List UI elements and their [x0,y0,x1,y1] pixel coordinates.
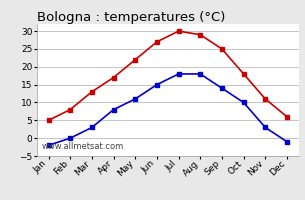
Text: Bologna : temperatures (°C): Bologna : temperatures (°C) [37,11,225,24]
Text: www.allmetsat.com: www.allmetsat.com [42,142,124,151]
